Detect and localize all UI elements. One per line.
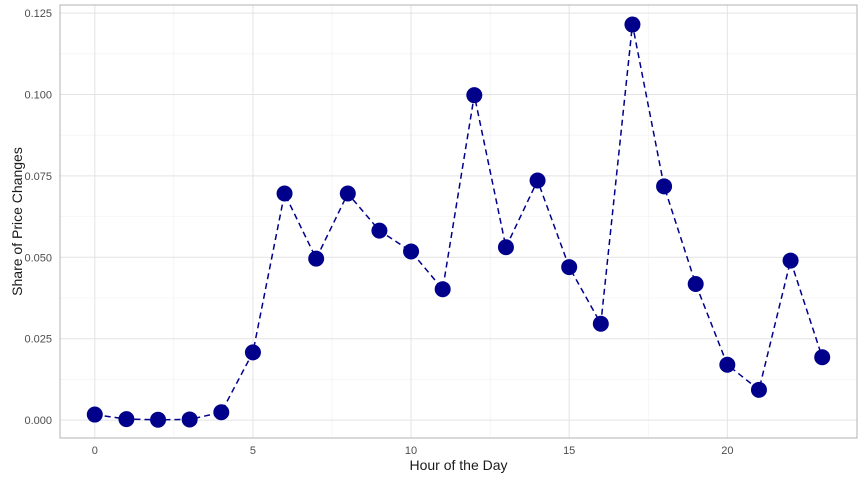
data-point bbox=[118, 411, 135, 428]
x-tick-label: 10 bbox=[405, 445, 417, 457]
x-tick-label: 0 bbox=[92, 445, 98, 457]
y-axis-title: Share of Price Changes bbox=[9, 147, 25, 296]
x-tick-label: 5 bbox=[250, 445, 256, 457]
y-tick-label: 0.075 bbox=[24, 171, 52, 183]
data-point bbox=[814, 349, 831, 366]
data-point bbox=[371, 222, 388, 239]
data-point bbox=[750, 381, 767, 398]
y-tick-label: 0.100 bbox=[24, 90, 52, 102]
data-point bbox=[213, 404, 230, 421]
y-axis-ticks: 0.000 0.025 0.050 0.075 0.100 0.125 bbox=[24, 8, 52, 427]
series-layer bbox=[86, 16, 831, 428]
x-tick-label: 20 bbox=[721, 445, 733, 457]
data-point bbox=[403, 243, 420, 260]
data-point bbox=[592, 315, 609, 332]
plot-panel-border bbox=[59, 4, 858, 439]
data-point bbox=[181, 411, 198, 428]
data-point bbox=[719, 356, 736, 373]
data-point bbox=[561, 259, 578, 276]
data-point bbox=[782, 252, 799, 269]
data-point bbox=[339, 185, 356, 202]
data-point bbox=[308, 250, 325, 267]
data-point bbox=[466, 87, 483, 104]
data-point bbox=[150, 411, 167, 428]
data-point bbox=[687, 276, 704, 293]
data-point bbox=[624, 16, 641, 33]
y-tick-label: 0.125 bbox=[24, 8, 52, 20]
x-tick-label: 15 bbox=[563, 445, 575, 457]
minor-gridlines bbox=[60, 5, 857, 438]
x-axis-ticks: 0 5 10 15 20 bbox=[92, 445, 734, 457]
data-point bbox=[244, 344, 261, 361]
y-tick-label: 0.050 bbox=[24, 252, 52, 264]
data-point bbox=[656, 178, 673, 195]
x-axis-title: Hour of the Day bbox=[409, 457, 507, 473]
y-tick-label: 0.000 bbox=[24, 415, 52, 427]
series-line bbox=[94, 24, 823, 421]
data-point bbox=[86, 406, 103, 423]
data-point bbox=[434, 281, 451, 298]
y-tick-label: 0.025 bbox=[24, 334, 52, 346]
data-point bbox=[276, 185, 293, 202]
data-point bbox=[497, 239, 514, 256]
data-point bbox=[529, 172, 546, 189]
major-gridlines bbox=[60, 5, 857, 438]
